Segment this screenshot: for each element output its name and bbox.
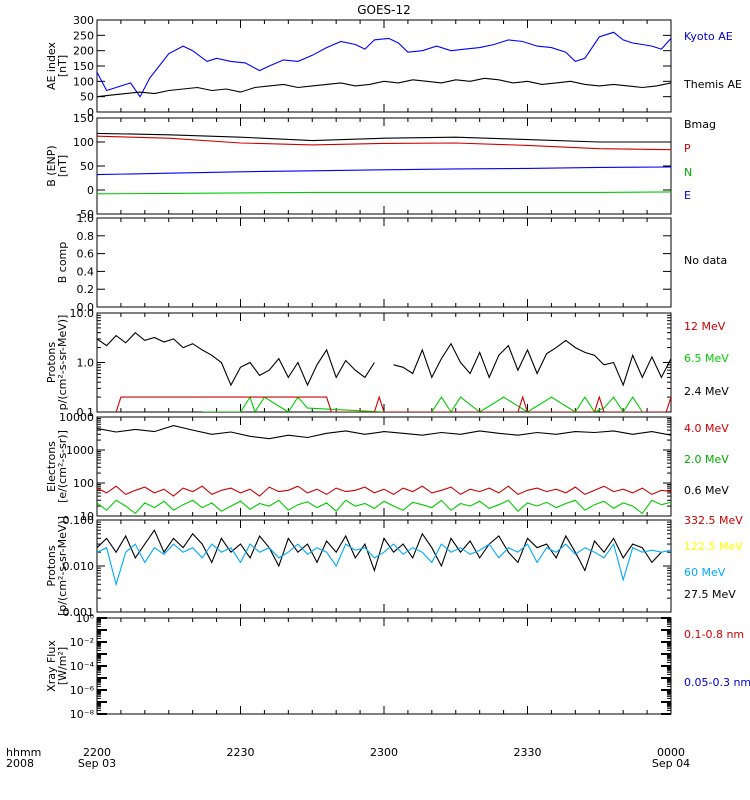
series-line-4-0-mev <box>97 485 671 497</box>
y-axis-label: B comp <box>56 242 69 284</box>
y-axis-label: [e/(cm²-s-sr)] <box>56 430 69 503</box>
legend-entry: 6.5 MeV <box>684 352 729 365</box>
chart-title: GOES-12 <box>357 3 411 17</box>
panel-electrons: 10 100 1000 10000 Electrons[e/(cm²-s-sr)] 4.0… <box>45 411 729 523</box>
panel-bcomp: 0.0 0.2 0.4 0.6 0.8 1.0 B comp No data <box>56 212 727 314</box>
y-tick-label: 10⁻⁶ <box>70 684 95 697</box>
x-tick-label: 2300 <box>370 746 398 759</box>
y-tick-label: 50 <box>80 91 94 104</box>
y-tick-label: 0.8 <box>77 230 95 243</box>
series-line-bmag <box>97 132 671 143</box>
y-tick-label: 100 <box>73 477 94 490</box>
y-tick-label: 0.001 <box>63 606 95 619</box>
legend-entry: P <box>684 142 691 155</box>
y-tick-label: 1.0 <box>77 357 95 370</box>
y-axis-label: Xray Flux <box>45 640 58 692</box>
x-date-label: Sep 03 <box>78 757 116 770</box>
x-tick-label: 2330 <box>514 746 542 759</box>
y-tick-label: 10⁻⁸ <box>70 708 95 721</box>
y-axis-label: Protons <box>45 342 58 383</box>
y-tick-label: 1.0 <box>77 212 95 225</box>
y-tick-label: 0.6 <box>77 248 95 261</box>
y-axis-label: [nT] <box>56 55 69 77</box>
x-tick-label: 2230 <box>227 746 255 759</box>
y-tick-label: 10 <box>80 510 94 523</box>
series-line-e <box>97 166 671 176</box>
legend-entry: 2.0 MeV <box>684 453 729 466</box>
y-tick-label: 10.0 <box>70 307 95 320</box>
legend-entry: 4.0 MeV <box>684 422 729 435</box>
legend-entry: 0.6 MeV <box>684 484 729 497</box>
hhmm-label: hhmm <box>6 746 41 759</box>
y-tick-label: 0.010 <box>63 560 95 573</box>
year-label: 2008 <box>6 757 34 770</box>
x-tick-label: 0000 <box>657 746 685 759</box>
legend-entry: Themis AE <box>683 78 742 91</box>
series-line-6-5-mev <box>202 395 662 412</box>
y-axis-label: Protons <box>45 545 58 586</box>
legend-entry: N <box>684 166 692 179</box>
panel-xray: 10⁻⁸ 10⁻⁶ 10⁻⁴ 10⁻² 10⁰ Xray Flux[W/m²] 0.1-0.… <box>45 612 750 721</box>
y-axis-label: [W/m²] <box>56 647 69 685</box>
legend-entry: 0.1-0.8 nm <box>684 628 744 641</box>
legend-entry: E <box>684 189 691 202</box>
legend-entry: 0.05-0.3 nm <box>684 676 750 689</box>
series-line-n <box>97 191 671 195</box>
y-axis-label: Electrons <box>45 441 58 492</box>
legend-entry: No data <box>684 254 727 267</box>
legend-entry: Bmag <box>684 118 716 131</box>
panel-protons_high: 0.001 0.010 0.100 Protons[p/(cm²-s-sr-MeV)]… <box>45 514 743 619</box>
y-tick-label: 100 <box>73 75 94 88</box>
y-tick-label: 10000 <box>59 411 94 424</box>
legend-entry: 12 MeV <box>684 320 726 333</box>
legend-entry: 60 MeV <box>684 566 726 579</box>
y-tick-label: 1000 <box>66 444 94 457</box>
legend-entry: 2.4 MeV <box>684 385 729 398</box>
series-line-27-5-mev <box>97 529 662 573</box>
series-line-60-mev <box>97 542 671 587</box>
legend-entry: 27.5 MeV <box>684 588 736 601</box>
x-tick-label: 2200 <box>83 746 111 759</box>
y-tick-label: 0.0 <box>77 301 95 314</box>
y-tick-label: 150 <box>73 112 94 125</box>
y-axis-label: p/(cm²-s-sr-MeV)] <box>56 315 69 411</box>
y-tick-label: 300 <box>73 14 94 27</box>
y-tick-label: 250 <box>73 29 94 42</box>
series-line-p <box>97 135 671 151</box>
legend-entry: 332.5 MeV <box>684 514 743 527</box>
series-line-2-0-mev <box>97 499 671 515</box>
y-tick-label: 0.100 <box>63 514 95 527</box>
series-line-12-mev <box>115 395 671 412</box>
y-axis-label: B (ENP) <box>45 145 58 186</box>
y-tick-label: 10⁰ <box>76 612 95 625</box>
series-line-2-4-mev <box>97 331 671 387</box>
y-tick-label: -50 <box>76 208 94 221</box>
y-tick-label: 10⁻² <box>70 636 94 649</box>
y-tick-label: 0.4 <box>77 265 95 278</box>
y-axis-label: [p/(cm²-s-sr-MeV)] <box>56 516 69 616</box>
y-tick-label: 0.1 <box>77 406 95 419</box>
y-axis-label: AE index <box>45 41 58 90</box>
y-tick-label: 100 <box>73 136 94 149</box>
y-tick-label: 10⁻⁴ <box>70 660 95 673</box>
panel-ae: 0 50 100 150 200 250 300 AE index[nT] Kyoto AE Th… <box>45 14 742 119</box>
y-tick-label: 200 <box>73 45 94 58</box>
y-axis-label: [nT] <box>56 155 69 177</box>
x-date-label: Sep 04 <box>652 757 690 770</box>
series-line-kyoto-ae <box>97 31 671 98</box>
y-tick-label: 0.2 <box>77 283 95 296</box>
y-tick-label: 0 <box>87 106 94 119</box>
panel-bfield: -50 0 50 100 150 B (ENP)[nT] Bmag PNE <box>45 112 716 221</box>
legend-entry: 122.5 MeV <box>684 540 743 553</box>
legend-entry: Kyoto AE <box>684 30 733 43</box>
y-tick-label: 150 <box>73 60 94 73</box>
series-line-0-6-mev <box>97 425 671 440</box>
y-tick-label: 0 <box>87 184 94 197</box>
y-tick-label: 50 <box>80 160 94 173</box>
series-line-themis-ae <box>97 77 671 98</box>
